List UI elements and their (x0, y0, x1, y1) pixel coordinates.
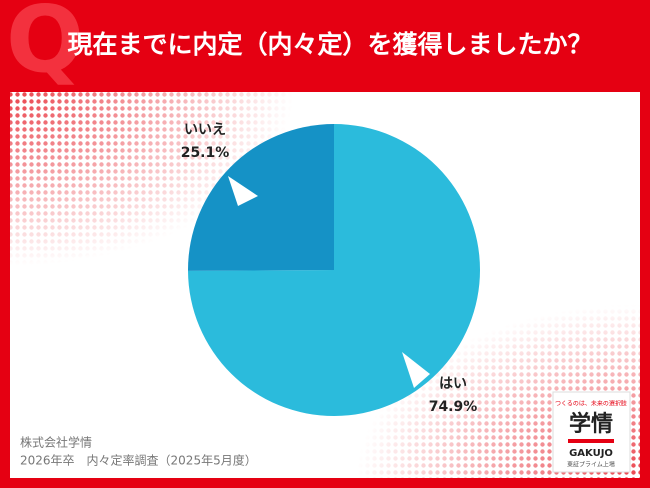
footer-company: 株式会社学情 (20, 435, 92, 450)
value-label: 74.9% (429, 399, 478, 415)
callout-pointer (402, 352, 430, 388)
callout-pointer (228, 176, 258, 206)
q-badge: Q (6, 0, 84, 93)
slice-label: いいえ (184, 122, 226, 138)
logo-roman: GAKUJO (569, 448, 613, 459)
logo-box (552, 391, 631, 473)
logo-name: 学情 (569, 411, 613, 437)
logo-bar (568, 439, 614, 443)
footer-survey: 2026年卒 内々定率調査（2025年5月度） (20, 453, 257, 468)
logo-listing: 東証プライム上場 (567, 461, 615, 469)
chart-title: 現在までに内定（内々定）を獲得しましたか？ (67, 30, 592, 59)
pie-slice (188, 124, 334, 271)
slice-label: はい (439, 376, 467, 392)
pie-slice (188, 124, 481, 416)
logo-tagline: つくるのは、未来の選択肢 (555, 400, 627, 408)
pie (188, 124, 481, 416)
value-label: 25.1% (181, 145, 230, 161)
